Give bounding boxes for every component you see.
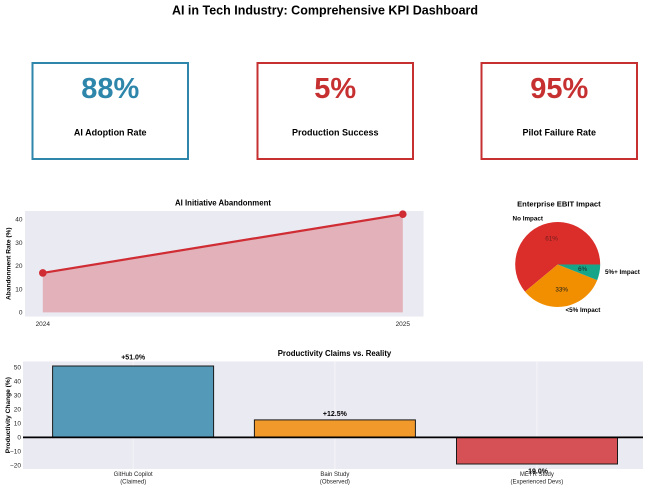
svg-text:(Observed): (Observed) [320, 480, 350, 486]
svg-text:Enterprise EBIT Impact: Enterprise EBIT Impact [517, 199, 601, 208]
svg-text:10: 10 [15, 286, 23, 293]
svg-text:METR Study: METR Study [520, 472, 554, 478]
svg-text:(Claimed): (Claimed) [120, 480, 146, 486]
svg-text:33%: 33% [555, 286, 568, 293]
svg-text:0: 0 [17, 435, 21, 442]
svg-text:Productivity Change (%): Productivity Change (%) [5, 377, 12, 453]
svg-text:No Impact: No Impact [513, 216, 544, 223]
svg-text:88%: 88% [81, 73, 139, 105]
svg-text:<5% Impact: <5% Impact [566, 307, 602, 314]
svg-text:2024: 2024 [36, 321, 51, 328]
svg-text:(Experienced Devs): (Experienced Devs) [511, 480, 564, 486]
svg-text:−20: −20 [10, 463, 21, 470]
svg-text:6%: 6% [578, 266, 588, 273]
svg-text:0: 0 [19, 310, 23, 317]
svg-text:AI in Tech Industry: Comprehen: AI in Tech Industry: Comprehensive KPI D… [172, 4, 478, 18]
svg-text:50: 50 [14, 365, 22, 372]
svg-text:20: 20 [15, 263, 23, 270]
svg-text:-19.0%: -19.0% [526, 469, 549, 476]
svg-text:5%: 5% [314, 73, 356, 105]
svg-text:30: 30 [14, 393, 22, 400]
svg-text:+12.5%: +12.5% [323, 411, 348, 418]
svg-text:AI Adoption Rate: AI Adoption Rate [74, 128, 147, 138]
svg-text:61%: 61% [545, 236, 558, 243]
svg-text:AI Initiative Abandonment: AI Initiative Abandonment [175, 198, 271, 207]
svg-text:30: 30 [15, 240, 23, 247]
svg-text:Production Success: Production Success [292, 128, 379, 138]
svg-text:20: 20 [14, 407, 22, 414]
svg-text:95%: 95% [530, 73, 588, 105]
svg-text:Bain Study: Bain Study [320, 472, 349, 478]
svg-text:GitHub Copilot: GitHub Copilot [114, 472, 153, 478]
svg-text:40: 40 [15, 217, 23, 224]
svg-text:Productivity Claims vs. Realit: Productivity Claims vs. Reality [278, 349, 392, 358]
svg-text:10: 10 [14, 421, 22, 428]
svg-text:2025: 2025 [396, 321, 411, 328]
svg-text:5%+ Impact: 5%+ Impact [605, 269, 641, 276]
svg-text:40: 40 [14, 379, 22, 386]
svg-text:Pilot Failure Rate: Pilot Failure Rate [522, 128, 596, 138]
svg-text:Abandonment Rate (%): Abandonment Rate (%) [5, 227, 12, 300]
svg-text:−10: −10 [10, 449, 21, 456]
svg-text:+51.0%: +51.0% [121, 355, 146, 362]
